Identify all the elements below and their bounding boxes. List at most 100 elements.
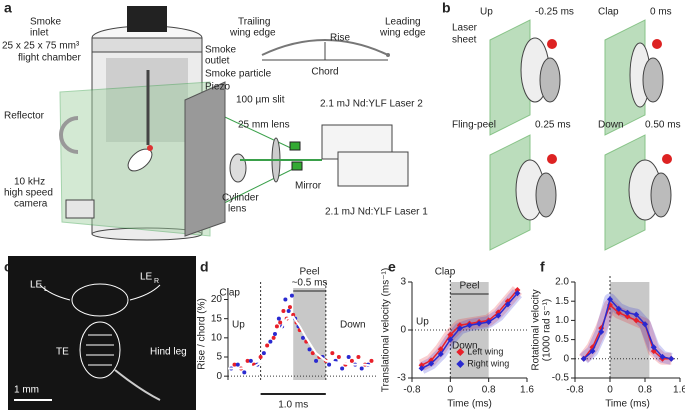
point [281, 309, 286, 313]
annotation: Up [232, 320, 245, 331]
marker [589, 348, 596, 355]
label: camera [14, 199, 48, 210]
point [291, 312, 296, 317]
marker [495, 312, 502, 319]
label: Rise [330, 33, 350, 44]
label: TE [56, 347, 69, 358]
point [242, 370, 247, 375]
point [232, 362, 237, 367]
x-tick-label: 0.8 [482, 385, 496, 396]
label: inlet [30, 28, 49, 39]
label: LE [140, 272, 153, 283]
marker [447, 331, 454, 338]
time: 0.25 ms [535, 120, 571, 131]
marker [428, 360, 435, 367]
point [248, 358, 253, 363]
point [265, 343, 270, 348]
shade [293, 288, 326, 380]
label: flight chamber [18, 53, 81, 64]
label: Mirror [295, 181, 322, 192]
label: 25 mm lens [238, 120, 290, 131]
label: Leading [385, 17, 421, 28]
point [310, 351, 315, 356]
point [346, 355, 351, 359]
label: 2.1 mJ Nd:YLF Laser 2 [320, 99, 423, 110]
x-tick-label: -0.8 [566, 385, 584, 396]
y-tick-label: 15 [211, 313, 223, 324]
point [283, 297, 288, 302]
marker [633, 317, 640, 324]
label: high speed [4, 188, 53, 199]
marker [624, 309, 631, 316]
point [287, 305, 292, 310]
legend-marker [456, 348, 465, 356]
time: -0.25 ms [535, 7, 574, 18]
annotation: Clap [219, 288, 240, 299]
marker [456, 322, 463, 329]
phase: Fling-peel [452, 120, 496, 131]
marker [418, 362, 425, 369]
point [314, 358, 319, 363]
point [245, 358, 250, 363]
label: LE [30, 280, 43, 291]
point [276, 316, 281, 321]
x-tick-label: -0.8 [403, 385, 421, 396]
marker [514, 290, 521, 297]
label: Smoke [205, 45, 237, 56]
y-tick-label: 0 [563, 353, 569, 364]
x-tick-label: 1.6 [520, 385, 534, 396]
marker [668, 355, 675, 362]
point [274, 324, 279, 329]
marker [650, 344, 657, 351]
label: wing edge [379, 28, 426, 39]
phase: Up [480, 7, 493, 18]
marker [466, 322, 473, 329]
y-axis-label: (1000 rad s⁻¹) [542, 299, 553, 362]
marker [514, 287, 521, 293]
marker [456, 325, 463, 332]
label: outlet [205, 56, 230, 67]
point [307, 347, 312, 352]
annotation: Peel [459, 281, 479, 292]
time: 0 ms [650, 7, 672, 18]
y-tick-label: 10 [211, 332, 223, 343]
marker [418, 365, 425, 372]
annotation: ~0.5 ms [292, 278, 328, 289]
x-tick-label: 0 [607, 385, 613, 396]
marker [598, 328, 605, 335]
label: Chord [311, 67, 338, 78]
marker [476, 320, 483, 327]
annotation: Down [452, 341, 478, 352]
x-tick-label: 1.6 [673, 385, 685, 396]
point [330, 351, 335, 356]
y-tick-label: -3 [397, 373, 406, 384]
panel-letter: e [388, 259, 396, 275]
annotation: Up [416, 317, 429, 328]
y-tick-label: 1.0 [555, 315, 569, 326]
annotation: Down [340, 320, 366, 331]
point [359, 366, 364, 371]
point [278, 320, 283, 325]
label: Smoke particle [205, 69, 272, 80]
y-tick-label: 3 [400, 277, 406, 288]
label: 100 µm slit [236, 95, 285, 106]
x-axis-label: Time (ms) [447, 399, 492, 410]
y-axis-label: Rise / chord (%) [197, 298, 208, 370]
y-tick-label: 1.5 [555, 296, 569, 307]
panel-letter: d [200, 259, 209, 275]
point [235, 362, 240, 367]
legend-label: Left wing [467, 346, 503, 356]
label: L [44, 286, 48, 293]
label: 10 kHz [14, 177, 45, 188]
point [271, 335, 276, 340]
marker [580, 355, 587, 362]
marker [447, 336, 454, 343]
y-axis-label: Translational velocity (ms⁻¹) [381, 268, 392, 392]
scale-bar-label: 1.0 ms [278, 400, 308, 411]
point [327, 362, 332, 367]
panel-letter: f [540, 259, 545, 275]
marker [504, 301, 511, 308]
legend-label: Right wing [467, 358, 509, 368]
phase: Clap [598, 7, 619, 18]
